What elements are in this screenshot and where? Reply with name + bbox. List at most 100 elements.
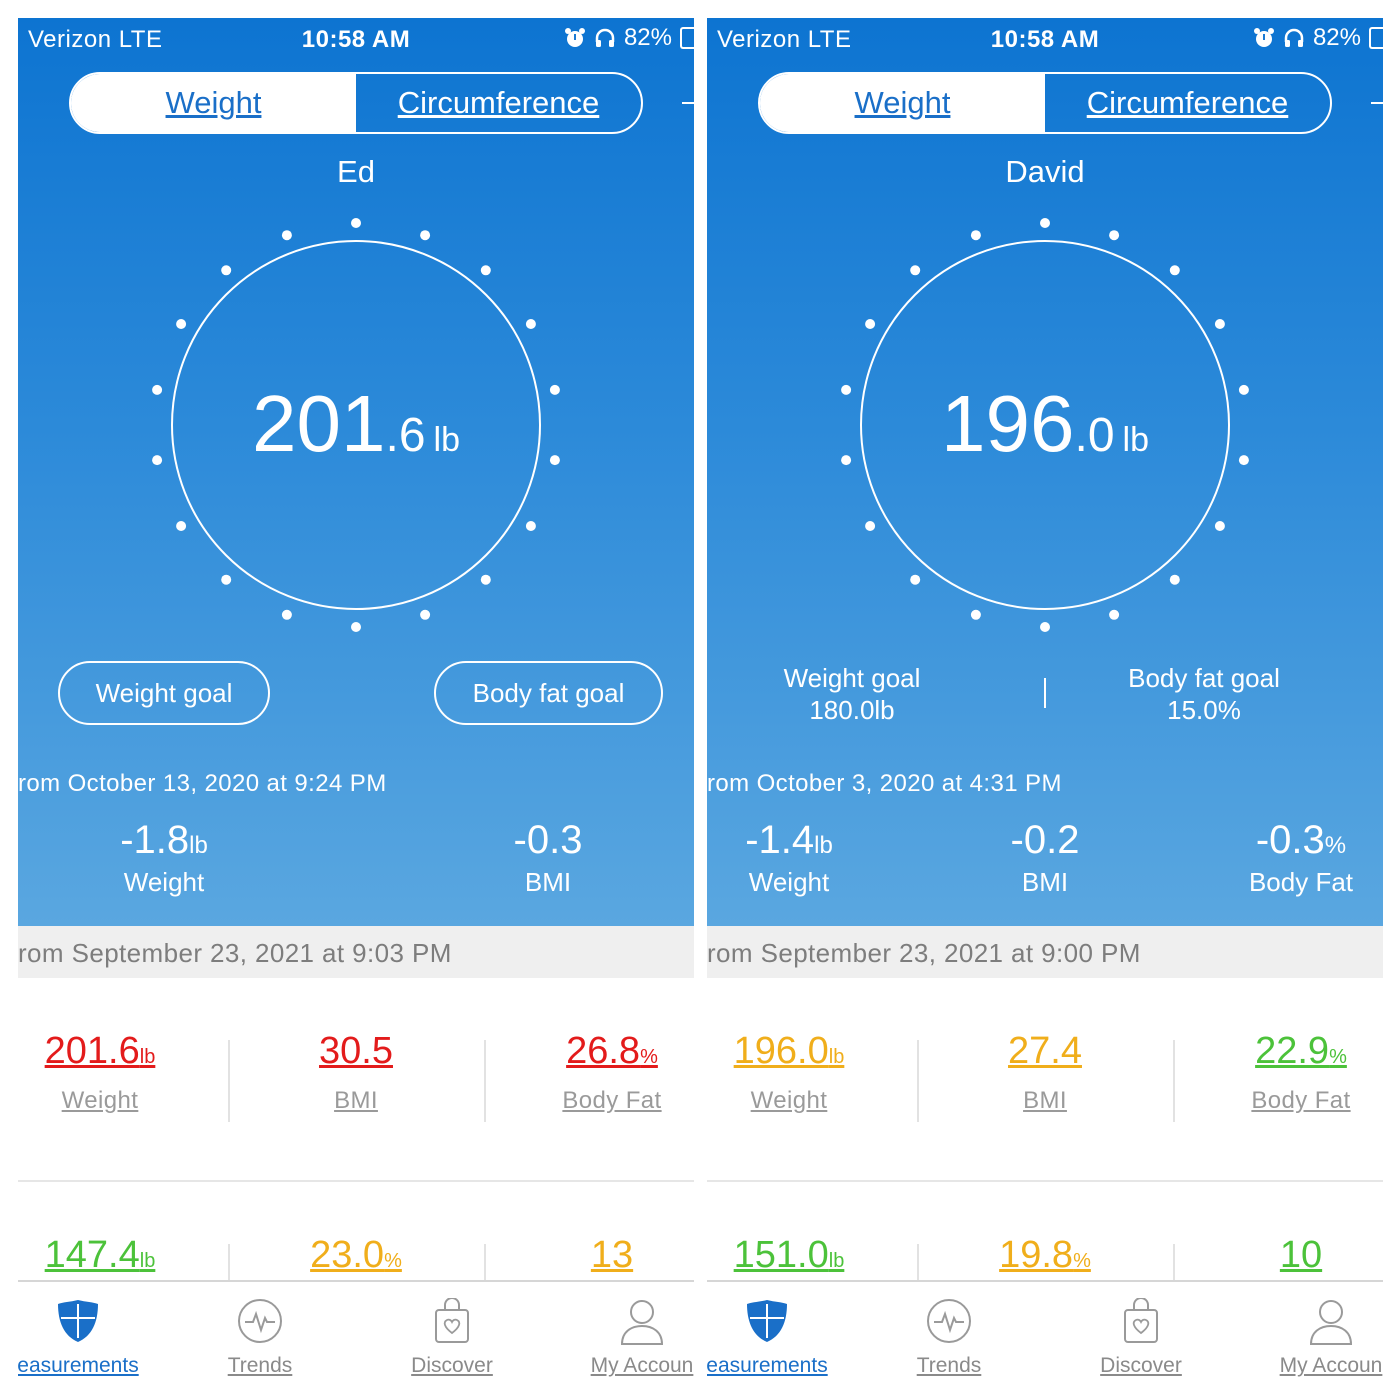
body-fat-goal-label: Body fat goal <box>1128 663 1280 693</box>
body-fat-change-value: -0.3 <box>1255 818 1325 862</box>
metric-body-fat-value: 26.8 <box>566 1030 641 1072</box>
bottom-nav: easurements Trends Discover My Accoun <box>707 1280 1383 1400</box>
gauge-dot <box>281 609 292 620</box>
gauge-dot <box>549 455 560 466</box>
metric-body-fat[interactable]: 26.8% Body Fat <box>512 1030 694 1115</box>
nav-measurements[interactable]: easurements <box>18 1282 168 1392</box>
metric-row2-2[interactable]: 23.0% <box>256 1234 456 1277</box>
divider <box>228 1244 230 1280</box>
gauge-dots <box>152 218 560 632</box>
clock: 10:58 AM <box>990 26 1100 53</box>
metric-row2-1[interactable]: 151.0lb <box>707 1234 889 1277</box>
metric-weight[interactable]: 196.0lb Weight <box>707 1030 889 1115</box>
last-measurement-label: rom September 23, 2021 at 9:03 PM <box>18 926 694 978</box>
heartbeat-icon <box>238 1299 282 1343</box>
body-fat-goal[interactable]: Body fat goal 15.0% <box>1054 662 1354 726</box>
metric-body-fat-unit: % <box>1329 1046 1347 1068</box>
gauge-dot <box>281 230 292 241</box>
tab-weight[interactable]: Weight <box>71 74 356 132</box>
battery-icon <box>680 27 694 49</box>
metric-row2-2-value: 23.0 <box>310 1234 385 1276</box>
tab-circumference[interactable]: Circumference <box>1086 85 1289 120</box>
metric-row2-3[interactable]: 10 <box>1201 1234 1383 1277</box>
weight-change: -1.8lb Weight <box>64 818 264 898</box>
gauge-dot <box>152 384 163 395</box>
nav-discover[interactable]: Discover <box>362 1282 542 1392</box>
person-icon <box>1309 1300 1353 1345</box>
gauge-dot <box>865 319 876 329</box>
last-measurement-label: rom September 23, 2021 at 9:00 PM <box>707 926 1383 978</box>
gauge-dot <box>910 265 921 276</box>
nav-trends-label: Trends <box>227 1354 293 1377</box>
metric-row2-1-value: 151.0 <box>733 1234 829 1276</box>
metric-weight-label: Weight <box>61 1087 139 1114</box>
status-bar: Verizon LTE 10:58 AM 82% <box>18 18 694 60</box>
weight-goal[interactable]: Weight goal 180.0lb <box>707 662 1002 726</box>
body-fat-change: -0.3% Body Fat <box>1201 818 1383 898</box>
nav-my-account[interactable]: My Accoun <box>1241 1282 1383 1392</box>
tab-circumference[interactable]: Circumference <box>397 85 600 120</box>
headphones-icon <box>1284 28 1304 47</box>
headphones-icon <box>595 28 615 47</box>
divider <box>484 1040 486 1122</box>
metric-row2-2-value-wrap: 19.8% <box>945 1234 1145 1277</box>
tab-weight[interactable]: Weight <box>760 74 1045 132</box>
nav-trends-label: Trends <box>916 1354 982 1377</box>
metric-weight-value-wrap: 201.6lb <box>18 1030 200 1073</box>
body-fat-goal-button[interactable]: Body fat goal <box>434 661 663 725</box>
metric-body-fat-value-wrap: 26.8% <box>512 1030 694 1073</box>
nav-trends[interactable]: Trends <box>170 1282 350 1392</box>
metric-bmi[interactable]: 30.5 BMI <box>256 1030 456 1115</box>
gauge-dot <box>525 319 536 329</box>
heartbeat-icon <box>927 1299 971 1343</box>
weight-change-unit: lb <box>814 832 833 859</box>
gauge-dot <box>1238 455 1249 466</box>
metric-row2-3-value: 13 <box>590 1234 634 1276</box>
nav-measurements[interactable]: easurements <box>707 1282 857 1392</box>
nav-discover-label: Discover <box>411 1354 493 1377</box>
metric-weight-value-wrap: 196.0lb <box>707 1030 889 1073</box>
measurement-type-toggle: Weight Circumference <box>758 72 1332 134</box>
nav-trends[interactable]: Trends <box>859 1282 1039 1392</box>
nav-my-account-label: My Accoun <box>1279 1354 1383 1377</box>
bottom-nav: easurements Trends Discover My Accoun <box>18 1280 694 1400</box>
goal-divider <box>1044 678 1046 708</box>
gauge-dot <box>420 609 431 620</box>
metric-row2-1[interactable]: 147.4lb <box>18 1234 200 1277</box>
divider <box>1173 1040 1175 1122</box>
nav-discover[interactable]: Discover <box>1051 1282 1231 1392</box>
current-weight: 196.0 lb <box>707 378 1383 470</box>
nav-my-account[interactable]: My Accoun <box>552 1282 694 1392</box>
metric-row2-3[interactable]: 13 <box>512 1234 694 1277</box>
current-weight: 201.6 lb <box>18 378 694 470</box>
divider <box>1173 1244 1175 1280</box>
metric-row2-1-value-wrap: 147.4lb <box>18 1234 200 1277</box>
current-weight-unit: lb <box>433 421 460 459</box>
metric-row2-1-value-wrap: 151.0lb <box>707 1234 889 1277</box>
metric-bmi[interactable]: 27.4 BMI <box>945 1030 1145 1115</box>
current-weight-int: 196 <box>941 379 1075 468</box>
weight-change: -1.4lb Weight <box>707 818 889 898</box>
change-since-label: rom October 13, 2020 at 9:24 PM <box>18 770 387 797</box>
clock: 10:58 AM <box>301 26 411 53</box>
gauge-dot <box>841 455 852 466</box>
metric-weight[interactable]: 201.6lb Weight <box>18 1030 200 1115</box>
bmi-change-label: BMI <box>1021 867 1069 897</box>
metric-body-fat[interactable]: 22.9% Body Fat <box>1201 1030 1383 1115</box>
alarm-icon <box>564 28 585 47</box>
bmi-change-value: -0.3 <box>513 818 583 862</box>
metric-weight-value: 201.6 <box>44 1030 140 1072</box>
gauge-dot <box>480 265 491 276</box>
divider <box>228 1040 230 1122</box>
body-fat-change-unit: % <box>1324 832 1347 859</box>
weight-gauge <box>841 218 1249 632</box>
current-weight-unit: lb <box>1122 421 1149 459</box>
metric-row2-3-value-wrap: 10 <box>1201 1234 1383 1277</box>
gauge-dot <box>1109 230 1120 241</box>
metric-row2-2[interactable]: 19.8% <box>945 1234 1145 1277</box>
scale-panel-david: Verizon LTE 10:58 AM 82% Weight Circumfe… <box>707 18 1383 1400</box>
row-divider <box>18 1180 694 1182</box>
nav-discover-label: Discover <box>1100 1354 1182 1377</box>
carrier-label: Verizon LTE <box>28 26 163 53</box>
weight-goal-button[interactable]: Weight goal <box>58 661 270 725</box>
